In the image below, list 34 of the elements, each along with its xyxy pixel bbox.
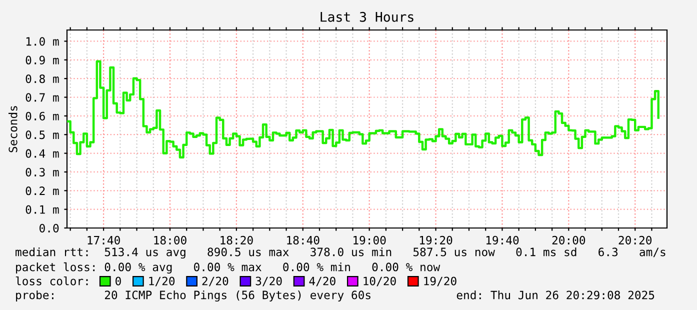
x-tick-label: 19:00	[354, 236, 386, 245]
text: probe: 20 ICMP Echo Pings (56 Bytes) every 60s	[16, 290, 370, 302]
text: packet loss: 0.00 % avg 0.00 % max 0.00 % min 0.00 % now	[16, 262, 440, 274]
x-tick-label: 17:40	[88, 236, 120, 245]
legend-label: 10/20	[364, 276, 396, 286]
text: end: Thu Jun 26 20:29:08 2025	[456, 290, 654, 300]
x-tick-label: 18:20	[220, 236, 253, 245]
legend-label: 1/20	[149, 276, 175, 286]
y-tick-label: 0.2 m	[26, 186, 59, 196]
legend-label: 4/20	[309, 276, 336, 286]
text: median rtt: 513.4 us avg 890.5 us max 378.0 us min 587.5 us now 0.1 ms sd 6.3 am/s	[16, 247, 666, 259]
x-tick-label: 18:00	[154, 236, 186, 245]
legend-title: loss color:	[16, 276, 88, 286]
y-tick-label: 0.8 m	[26, 74, 59, 84]
x-tick-label: 19:20	[420, 236, 452, 245]
y-tick-label: 0.1 m	[26, 205, 59, 214]
y-tick-label: 0.0	[40, 224, 59, 233]
legend-label: 3/20	[256, 276, 282, 286]
legend-label: 2/20	[202, 276, 228, 286]
legend-label: 19/20	[424, 276, 456, 286]
x-tick-label: 20:00	[552, 236, 586, 245]
y-tick-label: 0.3 m	[26, 168, 59, 176]
legend-label: 0	[116, 276, 121, 286]
y-tick-label: 0.7 m	[26, 93, 59, 102]
x-tick-label: 20:20	[618, 236, 652, 245]
x-tick-label: 19:40	[486, 236, 519, 245]
y-tick-label: 0.5 m	[26, 130, 59, 140]
y-axis-title: Seconds	[8, 106, 18, 152]
y-tick-label: 0.4 m	[26, 149, 59, 158]
y-tick-label: 0.6 m	[26, 112, 59, 120]
chart-title: Last 3 Hours	[320, 12, 414, 22]
y-tick-label: 1.0 m	[26, 37, 59, 46]
y-tick-label: 0.9 m	[26, 56, 59, 64]
x-tick-label: 18:40	[287, 236, 320, 245]
